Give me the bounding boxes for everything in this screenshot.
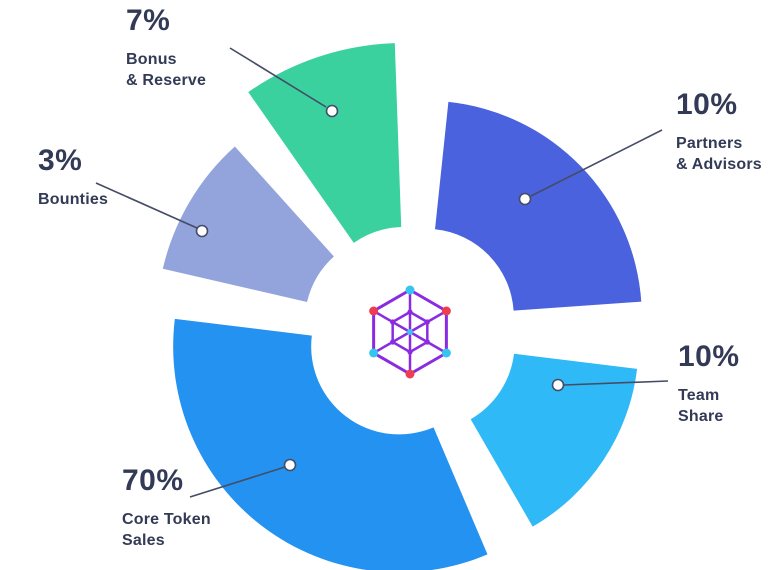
pie-slice-bounties <box>162 146 334 303</box>
percent-bounties: 3% <box>38 144 83 177</box>
label-bounties: Bounties <box>38 191 109 208</box>
leader-marker-bonus-reserve <box>325 104 339 118</box>
pie-slice-bonus-reserve <box>248 43 402 243</box>
percent-team-share: 10% <box>678 340 740 373</box>
percent-partners-advisors: 10% <box>676 88 738 121</box>
leader-line-bonus-reserve <box>229 47 327 108</box>
leader-marker-bounties <box>195 224 209 238</box>
percent-core-token-sales: 70% <box>122 464 184 497</box>
leader-marker-team-share <box>551 378 565 392</box>
label-partners-advisors: Partners & Advisors <box>676 135 762 173</box>
leader-marker-partners-advisors <box>518 192 532 206</box>
leader-line-partners-advisors <box>530 129 663 197</box>
label-bonus-reserve: Bonus & Reserve <box>126 51 207 89</box>
label-team-share: Team Share <box>678 387 724 425</box>
callout-partners-advisors: 10% Partners & Advisors <box>676 90 762 176</box>
leader-line-team-share <box>563 380 669 386</box>
pie-slice-core-token-sales <box>173 318 488 570</box>
percent-bonus-reserve: 7% <box>126 4 171 37</box>
label-core-token-sales: Core Token Sales <box>122 511 211 549</box>
leader-marker-core-token-sales <box>283 458 297 472</box>
hexagon-web-logo-icon <box>369 285 451 379</box>
callout-core-token-sales: 70% Core Token Sales <box>122 466 211 552</box>
callout-bounties: 3% Bounties <box>38 146 108 211</box>
pie-slice-team-share <box>470 353 638 527</box>
pie-slice-partners-advisors <box>435 101 642 311</box>
leader-line-core-token-sales <box>189 466 286 498</box>
leader-line-bounties <box>95 182 198 229</box>
callout-team-share: 10% Team Share <box>678 342 740 428</box>
callout-bonus-reserve: 7% Bonus & Reserve <box>126 6 206 92</box>
